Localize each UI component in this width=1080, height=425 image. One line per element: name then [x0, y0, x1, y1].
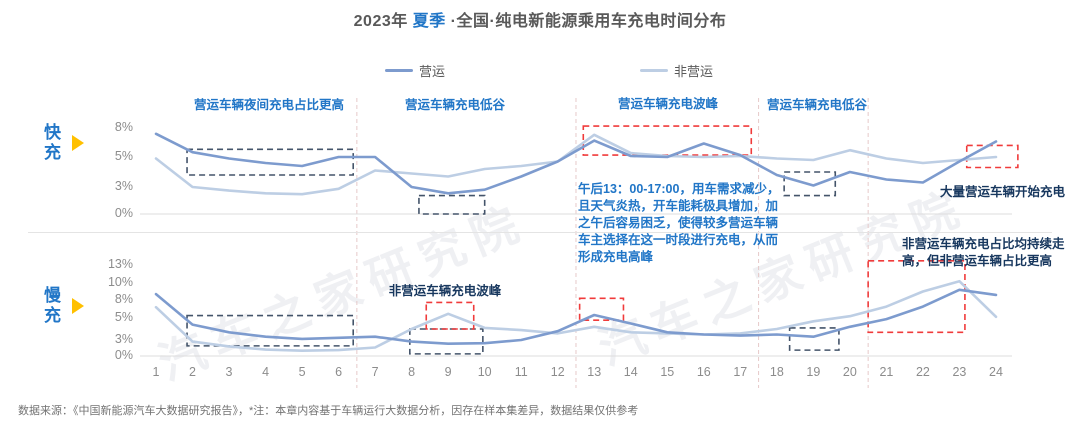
x-axis-tick: 19: [806, 365, 821, 379]
highlight-box-red: [867, 259, 966, 334]
highlight-box-red: [578, 297, 625, 321]
annotation-operating-start-charging: 大量营运车辆开始充电: [940, 185, 1066, 199]
x-axis-tick: 20: [842, 365, 857, 379]
y-axis-tick: 8%: [114, 120, 133, 134]
x-axis-tick: 5: [298, 365, 306, 379]
x-axis-tick: 12: [550, 365, 565, 379]
x-axis-tick: 13: [587, 365, 602, 379]
annotation-slow-evening-trend: 非营运车辆充电占比均持续走高，但非营运车辆占比更高: [902, 237, 1065, 268]
x-axis-tick: 24: [989, 365, 1003, 379]
x-axis-tick: 10: [477, 365, 492, 379]
title-season-highlight: 夏季: [412, 13, 446, 30]
fast-charge-panel-label: 快充: [44, 123, 61, 163]
page-title: 2023年 夏季 ·全国·纯电新能源乘用车充电时间分布: [0, 7, 1080, 31]
y-axis-tick: 13%: [107, 257, 133, 271]
data-source-note: 数据来源：《中国新能源汽车大数据研究报告》，*注：本章内容基于车辆运行大数据分析…: [18, 405, 639, 417]
y-axis-tick: 10%: [107, 275, 133, 289]
x-axis-tick: 23: [952, 365, 967, 379]
x-axis-tick: 1: [152, 365, 160, 379]
annotation-slow-non-operating-peak: 非营运车辆充电波峰: [388, 284, 502, 298]
annotation-fast-peak-afternoon: 营运车辆充电波峰: [617, 97, 718, 111]
x-axis-tick: 15: [660, 365, 675, 379]
y-axis-tick: 0%: [114, 206, 133, 220]
x-axis-tick: 7: [371, 365, 379, 379]
x-axis-tick: 18: [769, 365, 784, 379]
y-axis-tick: 3%: [114, 179, 133, 193]
x-axis-tick: 21: [879, 365, 894, 379]
annotation-afternoon-explanation: 午后13：00-17:00，用车需求减少，且天气炎热，开车能耗极具增加，加之午后…: [578, 182, 780, 264]
annotation-fast-valley-evening: 营运车辆充电低谷: [766, 98, 867, 112]
y-axis-tick: 8%: [114, 292, 133, 306]
x-axis-tick: 8: [408, 365, 416, 379]
x-axis-tick: 9: [444, 365, 452, 379]
x-axis-tick: 6: [335, 365, 343, 379]
annotation-fast-valley-morning: 营运车辆充电低谷: [404, 98, 505, 112]
x-axis-tick: 14: [623, 365, 638, 379]
slow-charge-arrow-icon: [72, 298, 84, 314]
y-axis-tick: 5%: [114, 149, 133, 163]
highlight-box-gray: [186, 148, 355, 176]
slow-charge-panel-label: 慢充: [44, 286, 61, 326]
x-axis-tick: 3: [225, 365, 233, 379]
line-operating: [154, 132, 998, 195]
highlight-box-gray: [186, 314, 355, 347]
non-operating-line-swatch: [640, 68, 668, 72]
legend: 营运 非营运: [0, 60, 1080, 80]
line-non-operating: [154, 133, 998, 196]
line-operating: [154, 288, 998, 346]
x-axis-tick: 22: [915, 365, 930, 379]
y-axis-tick: 5%: [114, 310, 133, 324]
title-prefix: 2023年: [353, 13, 413, 30]
y-axis-tick: 3%: [114, 332, 133, 346]
x-axis-tick: 4: [262, 365, 270, 379]
highlight-box-gray: [783, 171, 837, 197]
x-axis-tick: 17: [733, 365, 748, 379]
highlight-box-gray: [788, 327, 840, 351]
x-axis-tick: 11: [514, 365, 528, 379]
legend-item-operating: 营运: [385, 60, 445, 80]
highlight-box-gray: [418, 194, 486, 215]
line-non-operating: [154, 279, 998, 353]
highlight-box-red: [425, 301, 475, 330]
x-axis-tick: 2: [189, 365, 196, 379]
x-axis-tick: 16: [696, 365, 711, 379]
panel-separator: [28, 232, 1052, 233]
annotation-fast-night-charging: 营运车辆夜间充电占比更高: [193, 98, 344, 112]
operating-line-swatch: [385, 68, 413, 72]
fast-charge-arrow-icon: [72, 135, 84, 151]
y-axis-tick: 0%: [114, 348, 133, 362]
title-suffix: ·全国·纯电新能源乘用车充电时间分布: [445, 13, 727, 30]
legend-label-operating: 营运: [419, 63, 446, 79]
legend-label-non-operating: 非营运: [674, 63, 714, 79]
legend-item-non-operating: 非营运: [640, 60, 713, 80]
